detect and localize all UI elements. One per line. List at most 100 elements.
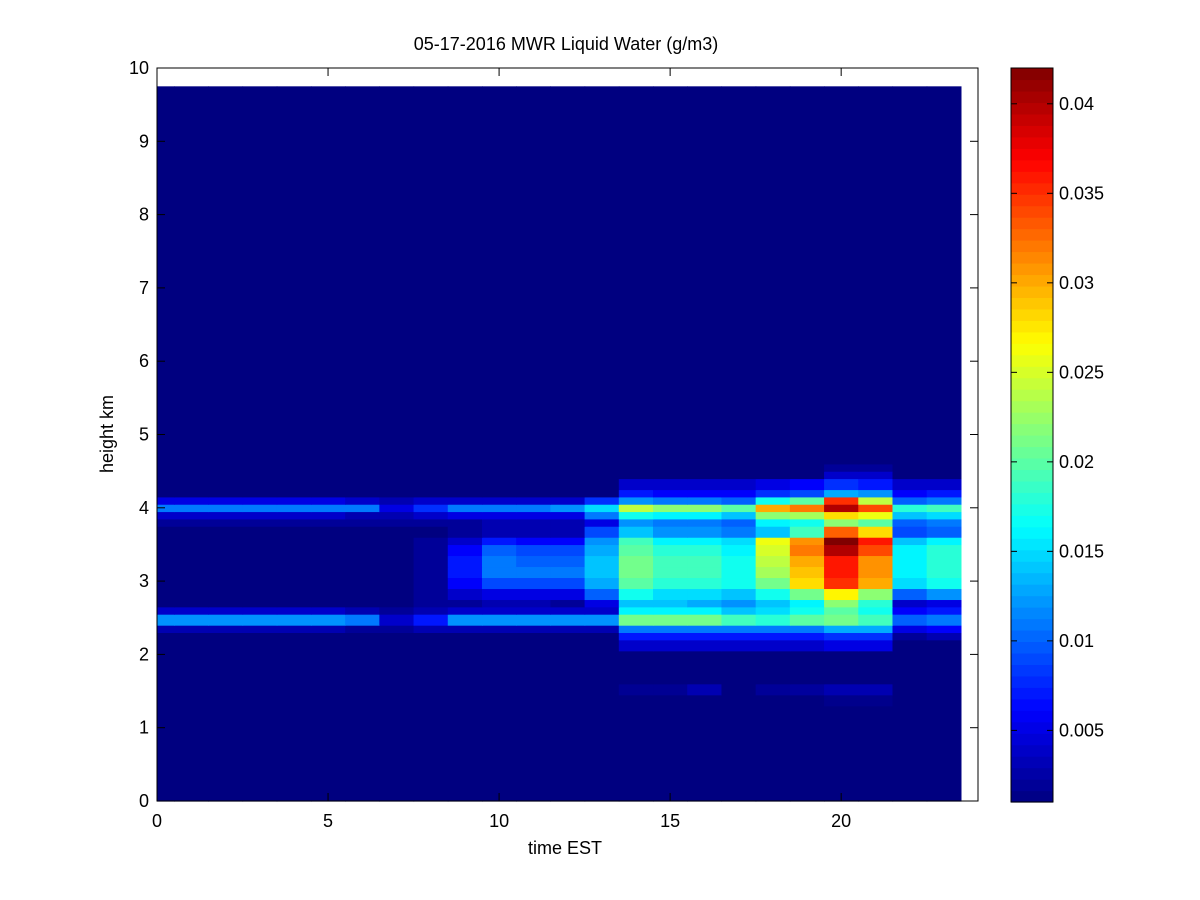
heatmap-cell <box>926 614 962 626</box>
heatmap-cell <box>755 544 791 557</box>
x-tick-label: 15 <box>660 811 680 831</box>
heatmap-cell <box>481 489 517 498</box>
heatmap-cell <box>721 566 757 579</box>
heatmap-cell <box>379 471 415 480</box>
colorbar-tick-label: 0.01 <box>1059 631 1094 651</box>
colorbar-strip <box>1011 549 1053 562</box>
heatmap-cell <box>447 683 483 696</box>
heatmap-cell <box>413 588 449 601</box>
colorbar-strip <box>1011 354 1053 367</box>
heatmap-cell <box>310 504 346 513</box>
heatmap-cell <box>174 86 209 465</box>
heatmap-cell <box>618 650 654 685</box>
colorbar-strip <box>1011 194 1053 207</box>
heatmap-cell <box>345 86 380 465</box>
heatmap-cell <box>653 614 688 626</box>
heatmap-cell <box>345 518 380 527</box>
heatmap-cell <box>413 504 449 513</box>
heatmap-cell <box>413 683 449 696</box>
heatmap-cell <box>892 606 928 615</box>
heatmap-cell <box>481 705 517 802</box>
heatmap-cell <box>755 632 791 641</box>
colorbar-strip <box>1011 377 1053 390</box>
heatmap-cell <box>276 588 312 601</box>
heatmap-cell <box>174 606 209 615</box>
heatmap-cell <box>618 588 654 601</box>
heatmap-cell <box>858 504 894 513</box>
heatmap-cell <box>208 606 244 615</box>
heatmap-cell <box>584 489 620 498</box>
heatmap-cell <box>447 625 483 634</box>
heatmap-cell <box>208 577 244 590</box>
heatmap-cell <box>721 639 757 652</box>
heatmap-cell <box>584 566 620 579</box>
heatmap-cell <box>653 606 688 615</box>
heatmap-cell <box>892 496 928 505</box>
heatmap-cell <box>653 599 688 608</box>
heatmap-cell <box>174 471 209 480</box>
heatmap-cell <box>157 478 175 491</box>
heatmap-cell <box>208 496 244 505</box>
heatmap-cell <box>926 471 962 480</box>
heatmap-cell <box>824 705 859 802</box>
colorbar-strip <box>1011 526 1053 539</box>
heatmap-cell <box>174 625 209 634</box>
heatmap-cell <box>310 489 346 498</box>
colorbar-strip <box>1011 733 1053 746</box>
heatmap-cell <box>789 518 825 527</box>
heatmap-cell <box>276 86 312 465</box>
heatmap-cell <box>242 694 278 707</box>
heatmap-cell <box>789 463 825 472</box>
colorbar-strip <box>1011 274 1053 287</box>
heatmap-cell <box>413 478 449 491</box>
heatmap-cell <box>208 526 244 538</box>
heatmap-cell <box>413 537 449 546</box>
heatmap-cell <box>550 463 586 472</box>
heatmap-cell <box>892 518 928 527</box>
heatmap-cell <box>447 588 483 601</box>
heatmap-cell <box>584 526 620 538</box>
heatmap-cell <box>208 537 244 546</box>
heatmap-cell <box>858 639 894 652</box>
heatmap-cell <box>242 471 278 480</box>
heatmap-cell <box>618 496 654 505</box>
heatmap-cell <box>653 625 688 634</box>
heatmap-cell <box>892 577 928 590</box>
heatmap-cell <box>755 577 791 590</box>
heatmap-cell <box>618 489 654 498</box>
heatmap-cell <box>516 566 551 579</box>
heatmap-cell <box>618 599 654 608</box>
heatmap-cell <box>208 632 244 641</box>
heatmap-cell <box>345 496 380 505</box>
y-tick-label: 6 <box>139 351 149 371</box>
heatmap-cell <box>618 606 654 615</box>
heatmap-cell <box>721 511 757 520</box>
heatmap-cell <box>755 705 791 802</box>
colorbar-strip <box>1011 469 1053 482</box>
heatmap-cell <box>174 683 209 696</box>
heatmap-cell <box>447 614 483 626</box>
colorbar-strip <box>1011 664 1053 677</box>
colorbar-strip <box>1011 538 1053 551</box>
heatmap-cell <box>276 555 312 568</box>
colorbar-strip <box>1011 515 1053 528</box>
heatmap-cell <box>550 625 586 634</box>
heatmap-cell <box>379 705 415 802</box>
x-axis-label: time EST <box>528 838 602 858</box>
heatmap-cell <box>618 639 654 652</box>
colorbar-strip <box>1011 297 1053 310</box>
heatmap-cell <box>755 588 791 601</box>
heatmap-cell <box>345 511 380 520</box>
heatmap-cell <box>481 537 517 546</box>
heatmap-cell <box>858 478 894 491</box>
heatmap-cell <box>789 705 825 802</box>
heatmap-cell <box>174 537 209 546</box>
heatmap-cell <box>379 566 415 579</box>
heatmap-cell <box>824 463 859 472</box>
heatmap-cell <box>926 518 962 527</box>
heatmap-cell <box>584 577 620 590</box>
heatmap-cell <box>858 650 894 685</box>
heatmap-cell <box>653 650 688 685</box>
heatmap-cell <box>618 504 654 513</box>
heatmap-cell <box>447 650 483 685</box>
